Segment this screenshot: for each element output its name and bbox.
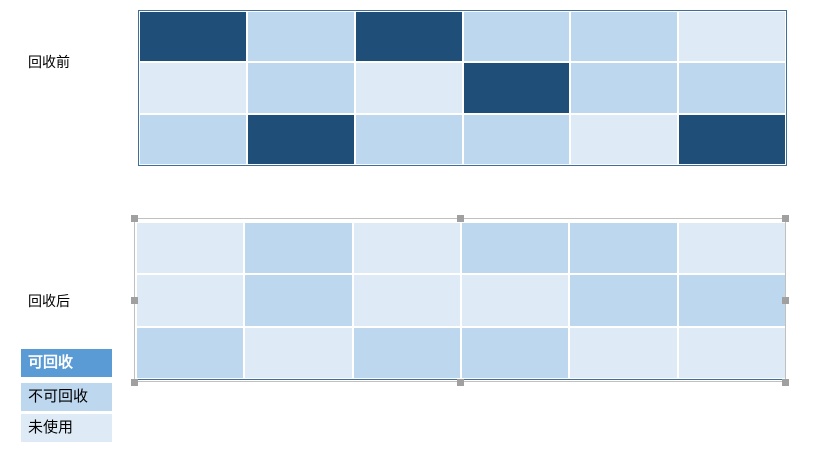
memory-block-unused: [353, 223, 460, 274]
resize-handle-top-right[interactable]: [782, 215, 789, 222]
memory-block-not-reclaimable: [570, 223, 677, 274]
memory-block-not-reclaimable: [571, 63, 678, 113]
memory-block-reclaimable: [140, 12, 246, 62]
resize-handle-top-middle[interactable]: [457, 215, 464, 222]
memory-block-not-reclaimable: [463, 114, 570, 164]
memory-grid-after[interactable]: [136, 222, 786, 380]
memory-block-not-reclaimable: [247, 63, 354, 113]
memory-block-unused: [355, 63, 462, 113]
memory-block-not-reclaimable: [245, 275, 352, 326]
memory-block-unused: [678, 223, 785, 274]
memory-block-unused: [245, 327, 352, 378]
label-before-reclaim: 回收前: [28, 55, 70, 71]
memory-block-not-reclaimable: [462, 327, 569, 378]
memory-block-not-reclaimable: [140, 114, 246, 164]
label-after-reclaim: 回收后: [28, 294, 70, 310]
memory-block-unused: [137, 223, 244, 274]
memory-block-not-reclaimable: [571, 12, 678, 62]
memory-block-reclaimable: [463, 63, 570, 113]
memory-block-reclaimable: [247, 114, 354, 164]
resize-handle-middle-left[interactable]: [131, 297, 138, 304]
memory-block-reclaimable: [355, 12, 462, 62]
memory-block-unused: [353, 275, 460, 326]
memory-block-not-reclaimable: [570, 275, 677, 326]
memory-block-not-reclaimable: [463, 12, 570, 62]
memory-block-unused: [571, 114, 678, 164]
memory-block-unused: [570, 327, 677, 378]
memory-block-not-reclaimable: [245, 223, 352, 274]
resize-handle-bottom-middle[interactable]: [457, 379, 464, 386]
resize-handle-middle-right[interactable]: [782, 297, 789, 304]
memory-grid-before: [138, 10, 787, 166]
memory-block-unused: [462, 275, 569, 326]
legend-not-reclaimable: 不可回收: [21, 383, 112, 411]
memory-block-not-reclaimable: [462, 223, 569, 274]
memory-block-not-reclaimable: [679, 63, 785, 113]
memory-block-reclaimable: [679, 114, 785, 164]
memory-block-not-reclaimable: [353, 327, 460, 378]
memory-block-unused: [140, 63, 246, 113]
resize-handle-top-left[interactable]: [131, 215, 138, 222]
legend-reclaimable: 可回收: [21, 349, 112, 377]
memory-block-not-reclaimable: [355, 114, 462, 164]
memory-block-not-reclaimable: [678, 275, 785, 326]
memory-block-not-reclaimable: [137, 327, 244, 378]
legend-unused: 未使用: [21, 414, 112, 442]
resize-handle-bottom-left[interactable]: [131, 379, 138, 386]
memory-block-unused: [678, 327, 785, 378]
resize-handle-bottom-right[interactable]: [782, 379, 789, 386]
memory-block-unused: [679, 12, 785, 62]
memory-block-not-reclaimable: [247, 12, 354, 62]
memory-block-unused: [137, 275, 244, 326]
